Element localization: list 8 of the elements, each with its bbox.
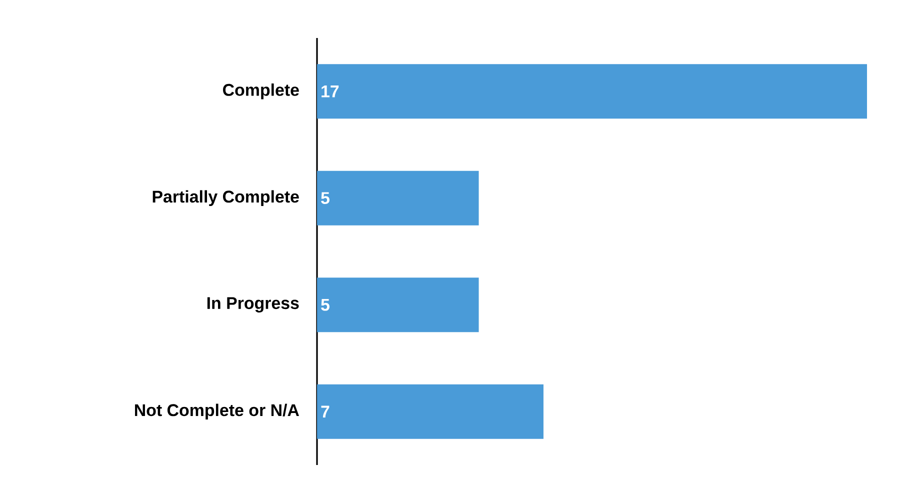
data-label: 5	[321, 298, 330, 311]
y-tick-label: Not Complete or N/A	[135, 404, 300, 420]
y-tick-label: In Progress	[207, 297, 299, 312]
data-label: 7	[321, 406, 330, 418]
y-tick-label: Partially Complete	[152, 190, 299, 206]
data-label: 5	[321, 192, 330, 204]
y-tick-label: Complete	[223, 83, 299, 100]
data-label: 17	[322, 86, 339, 98]
